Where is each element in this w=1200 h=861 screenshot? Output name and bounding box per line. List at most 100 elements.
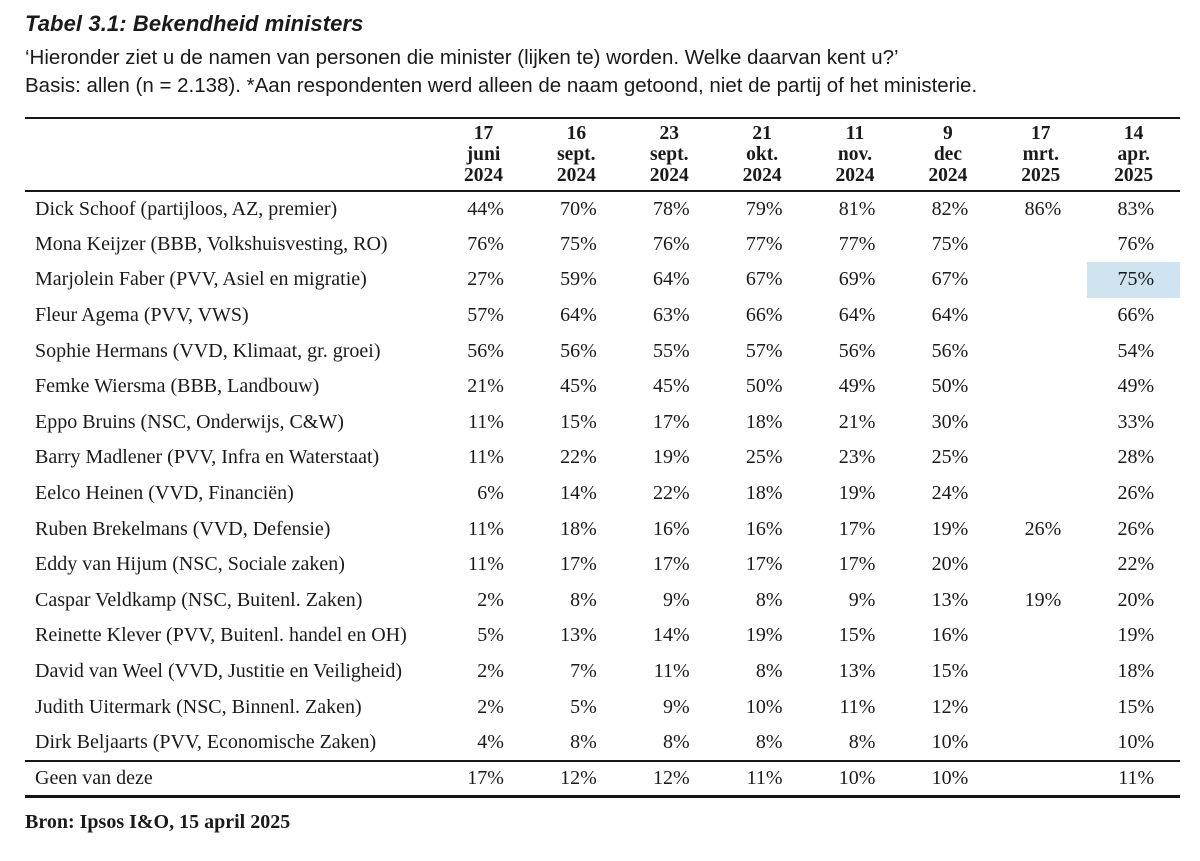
value-cell: 24% (931, 482, 969, 505)
row-label: David van Weel (VVD, Justitie en Veiligh… (35, 660, 403, 683)
value-cell: 54% (1117, 339, 1155, 362)
column-header-line: 23 (659, 123, 679, 144)
value-cell (994, 761, 1087, 797)
column-header-line: 2025 (1021, 165, 1061, 186)
column-header-line: 17 (1031, 123, 1051, 144)
table-row: Dick Schoof (partijloos, AZ, premier) 44%… (25, 191, 1180, 227)
value-cell: 75% (931, 232, 969, 255)
value-cell: 18% (745, 410, 783, 433)
row-label: Ruben Brekelmans (VVD, Defensie) (35, 517, 331, 540)
column-header-line: okt. (746, 144, 779, 165)
row-label: Geen van deze (35, 766, 153, 789)
value-cell: 26% (1024, 517, 1062, 540)
column-header-line: juni (466, 144, 501, 165)
value-cell: 66% (1117, 304, 1155, 327)
value-cell (994, 654, 1087, 690)
column-header-line: 2024 (463, 165, 503, 186)
value-cell: 14% (653, 624, 690, 647)
value-cell: 66% (745, 304, 783, 327)
column-header-line: 2024 (556, 165, 596, 186)
value-cell: 15% (1117, 695, 1155, 718)
row-label: Eppo Bruins (NSC, Onderwijs, C&W) (35, 410, 344, 433)
column-header: 23 sept. 2024 (623, 118, 716, 191)
value-cell: 11% (467, 517, 504, 540)
value-cell (994, 369, 1087, 405)
document-header: Tabel 3.1: Bekendheid ministers ‘Hierond… (25, 10, 1175, 100)
column-header: 17 mrt. 2025 (994, 118, 1087, 191)
row-label: Barry Madlener (PVV, Infra en Waterstaat… (35, 446, 380, 469)
value-cell (994, 618, 1087, 654)
value-cell: 5% (477, 624, 504, 647)
corner-cell (25, 118, 437, 191)
page-title: Tabel 3.1: Bekendheid ministers (25, 11, 364, 36)
table-row: Sophie Hermans (VVD, Klimaat, gr. groei)… (25, 333, 1180, 369)
column-header: 11 nov. 2024 (809, 118, 902, 191)
value-cell: 2% (477, 695, 504, 718)
table-row: Eelco Heinen (VVD, Financiën) 6% 14% 22% 18%… (25, 476, 1180, 512)
value-cell: 50% (931, 375, 969, 398)
row-label: Eelco Heinen (VVD, Financiën) (35, 482, 294, 505)
value-cell: 10% (838, 766, 876, 789)
column-header-line: 14 (1123, 123, 1144, 144)
value-cell: 22% (653, 482, 690, 505)
value-cell (994, 262, 1087, 298)
row-label: Dick Schoof (partijloos, AZ, premier) (35, 197, 338, 220)
value-cell: 21% (467, 375, 504, 398)
value-cell: 11% (1118, 766, 1155, 789)
value-cell: 17% (467, 766, 504, 789)
value-cell: 33% (1117, 410, 1155, 433)
value-cell: 11% (839, 695, 876, 718)
value-cell: 27% (467, 268, 504, 291)
value-cell: 44% (467, 197, 504, 220)
table-body: Dick Schoof (partijloos, AZ, premier) 44%… (25, 191, 1181, 761)
value-cell: 19% (1117, 624, 1155, 647)
value-cell (994, 298, 1087, 334)
value-cell: 6% (477, 482, 504, 505)
value-cell: 81% (838, 197, 876, 220)
value-cell: 56% (467, 339, 504, 362)
column-header-line: 11 (845, 123, 865, 144)
value-cell: 15% (838, 624, 876, 647)
table-row: Eddy van Hijum (NSC, Sociale zaken) 11% 17… (25, 547, 1180, 583)
value-cell: 12% (560, 766, 597, 789)
value-cell: 7% (570, 660, 597, 683)
value-cell: 76% (1117, 232, 1155, 255)
table-row: David van Weel (VVD, Justitie en Veiligh… (25, 654, 1180, 690)
value-cell: 22% (1117, 553, 1155, 576)
table-row: Barry Madlener (PVV, Infra en Waterstaat… (25, 440, 1180, 476)
table-row: Judith Uitermark (NSC, Binnenl. Zaken) 2%… (25, 689, 1180, 725)
value-cell: 15% (931, 660, 969, 683)
value-cell: 56% (560, 339, 597, 362)
survey-basis: Basis: allen (n = 2.138). *Aan responden… (25, 74, 978, 97)
value-cell: 64% (560, 304, 597, 327)
value-cell: 64% (653, 268, 690, 291)
value-cell: 20% (931, 553, 969, 576)
value-cell: 30% (931, 410, 969, 433)
bekendheid-table: 17 juni 2024 16 sept. 2024 23 sept. 2024 21 okt. 20… (25, 117, 1181, 798)
column-header: 14 apr. 2025 (1087, 118, 1180, 191)
value-cell: 64% (931, 304, 969, 327)
value-cell: 86% (1024, 197, 1062, 220)
value-cell: 56% (838, 339, 876, 362)
value-cell: 19% (931, 517, 969, 540)
value-cell: 77% (745, 232, 783, 255)
value-cell: 70% (560, 197, 597, 220)
footer-row: Geen van deze 17% 12% 12% 11% 10% 10% 11% (25, 760, 1181, 797)
value-cell: 49% (838, 375, 876, 398)
value-cell: 8% (848, 730, 876, 753)
value-cell: 22% (560, 446, 597, 469)
value-cell: 8% (755, 730, 783, 753)
value-cell: 25% (931, 446, 969, 469)
value-cell: 9% (663, 588, 690, 611)
value-cell: 16% (745, 517, 783, 540)
value-cell: 49% (1117, 375, 1155, 398)
highlighted-cell: 75% (1087, 262, 1181, 298)
value-cell: 11% (467, 446, 504, 469)
column-header-line: 2024 (835, 165, 875, 186)
value-cell: 9% (663, 695, 690, 718)
value-cell: 64% (838, 304, 876, 327)
value-cell (994, 725, 1087, 761)
value-cell: 69% (838, 268, 876, 291)
value-cell: 14% (560, 482, 597, 505)
value-cell: 16% (653, 517, 690, 540)
